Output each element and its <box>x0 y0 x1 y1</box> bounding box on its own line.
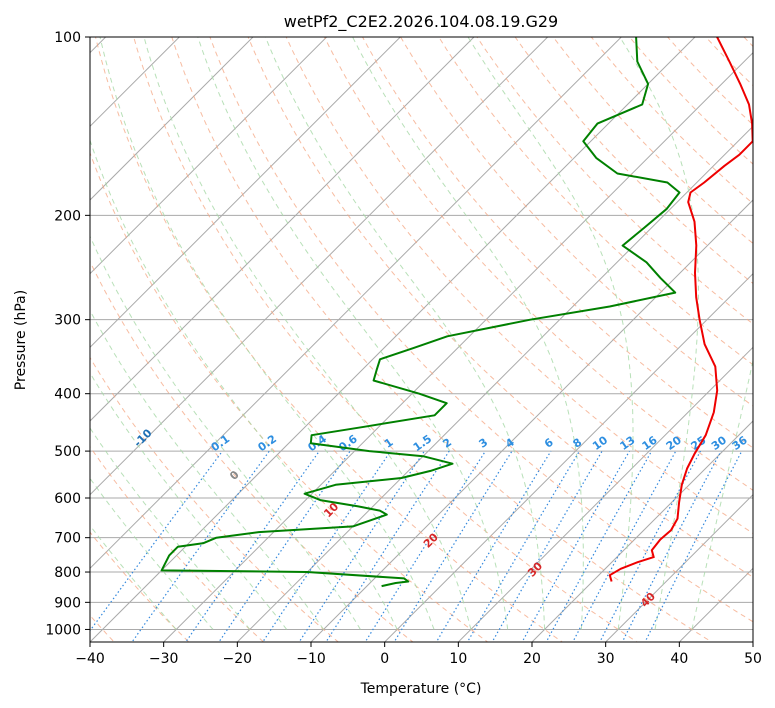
y-tick-label: 1000 <box>45 622 81 638</box>
isotherm-line <box>90 37 475 422</box>
dry-adiabat-line <box>285 37 753 534</box>
moist-adiabat-line <box>90 235 361 630</box>
dry-adiabat-line <box>90 260 414 642</box>
moist-adiabat-line <box>90 477 214 630</box>
temperature-line <box>608 37 753 582</box>
dry-adiabat-line <box>400 37 753 407</box>
moist-adiabat-line <box>264 37 546 630</box>
mixing-ratio-line <box>599 450 702 642</box>
mixing-ratio-line <box>393 450 513 642</box>
moist-adiabat-line <box>467 37 634 630</box>
x-tick-label: −40 <box>75 651 105 667</box>
moist-adiabat-line <box>691 357 753 630</box>
plot-frame <box>89 36 754 643</box>
background-lines <box>90 37 753 642</box>
chart-title: wetPf2_C2E2.2026.104.08.19.G29 <box>284 12 558 32</box>
y-ticks: 100 200 300 400 500 600 700 800 900 1000 <box>45 30 90 638</box>
dry-adiabat-line <box>361 37 753 449</box>
x-tick-label: 50 <box>744 651 762 667</box>
mixing-ratio-line <box>435 450 552 642</box>
moist-adiabat-line <box>619 37 699 630</box>
x-tick-label: −30 <box>149 651 179 667</box>
moist-adiabat-line <box>90 524 177 630</box>
dry-adiabat-line <box>171 37 713 642</box>
dry-adiabat-line <box>476 37 753 325</box>
moist-adiabat-line <box>197 37 509 630</box>
mixing-ratio-line <box>572 450 677 642</box>
y-tick-label: 100 <box>54 30 81 46</box>
dry-adiabat-line <box>247 37 753 578</box>
x-tick-label: −10 <box>296 651 326 667</box>
moist-adiabat-line <box>90 138 398 630</box>
isotherm-line <box>90 37 328 275</box>
profile-lines <box>160 37 753 588</box>
mixing-ratio-line <box>131 450 270 642</box>
mixing-ratio-line <box>325 450 450 642</box>
isotherm-line <box>310 199 753 642</box>
isotherm-line <box>457 346 753 642</box>
y-axis-label: Pressure (hPa) <box>13 290 29 390</box>
x-tick-label: 30 <box>597 651 615 667</box>
x-tick-label: 10 <box>449 651 467 667</box>
isotherm-line <box>604 493 753 642</box>
dry-adiabat-line <box>94 37 564 642</box>
isotherm-line <box>90 37 402 349</box>
mixing-ratio-line <box>491 450 603 642</box>
moist-adiabat-line <box>352 37 584 630</box>
mixing-ratio-line <box>262 450 392 642</box>
y-tick-label: 800 <box>54 565 81 581</box>
moist-adiabat-line <box>90 371 288 630</box>
moist-adiabat-line <box>99 37 435 630</box>
dewpoint-line <box>160 37 681 588</box>
x-tick-label: 20 <box>523 651 541 667</box>
y-tick-label: 900 <box>54 595 81 611</box>
mixing-ratio-line <box>466 450 580 642</box>
dry-adiabat-line <box>90 445 265 642</box>
dry-adiabat-line <box>133 37 638 642</box>
mixing-ratio-line <box>298 450 425 642</box>
isotherm-line <box>90 37 181 128</box>
mixing-ratio-line <box>364 450 486 642</box>
y-tick-label: 600 <box>54 491 81 507</box>
isotherm-line <box>90 37 549 496</box>
y-tick-label: 200 <box>54 208 81 224</box>
isotherm-line <box>236 125 753 642</box>
isotherm-line <box>90 37 254 201</box>
x-tick-label: −20 <box>223 651 253 667</box>
dry-adiabat-line <box>90 151 489 642</box>
x-axis-label: Temperature (°C) <box>360 681 482 697</box>
isotherm-line <box>383 272 753 642</box>
moist-adiabat-line <box>90 427 251 630</box>
mixing-ratio-line <box>545 450 653 642</box>
x-tick-label: 0 <box>380 651 389 667</box>
x-tick-label: 40 <box>670 651 688 667</box>
isotherm-line <box>90 37 623 570</box>
y-tick-label: 400 <box>54 387 81 403</box>
y-tick-label: 500 <box>54 444 81 460</box>
y-tick-label: 300 <box>54 313 81 329</box>
dry-adiabat-line <box>209 37 753 623</box>
x-ticks: −40 −30 −20 −10 0 10 20 30 40 50 <box>75 642 762 667</box>
y-tick-label: 700 <box>54 531 81 547</box>
